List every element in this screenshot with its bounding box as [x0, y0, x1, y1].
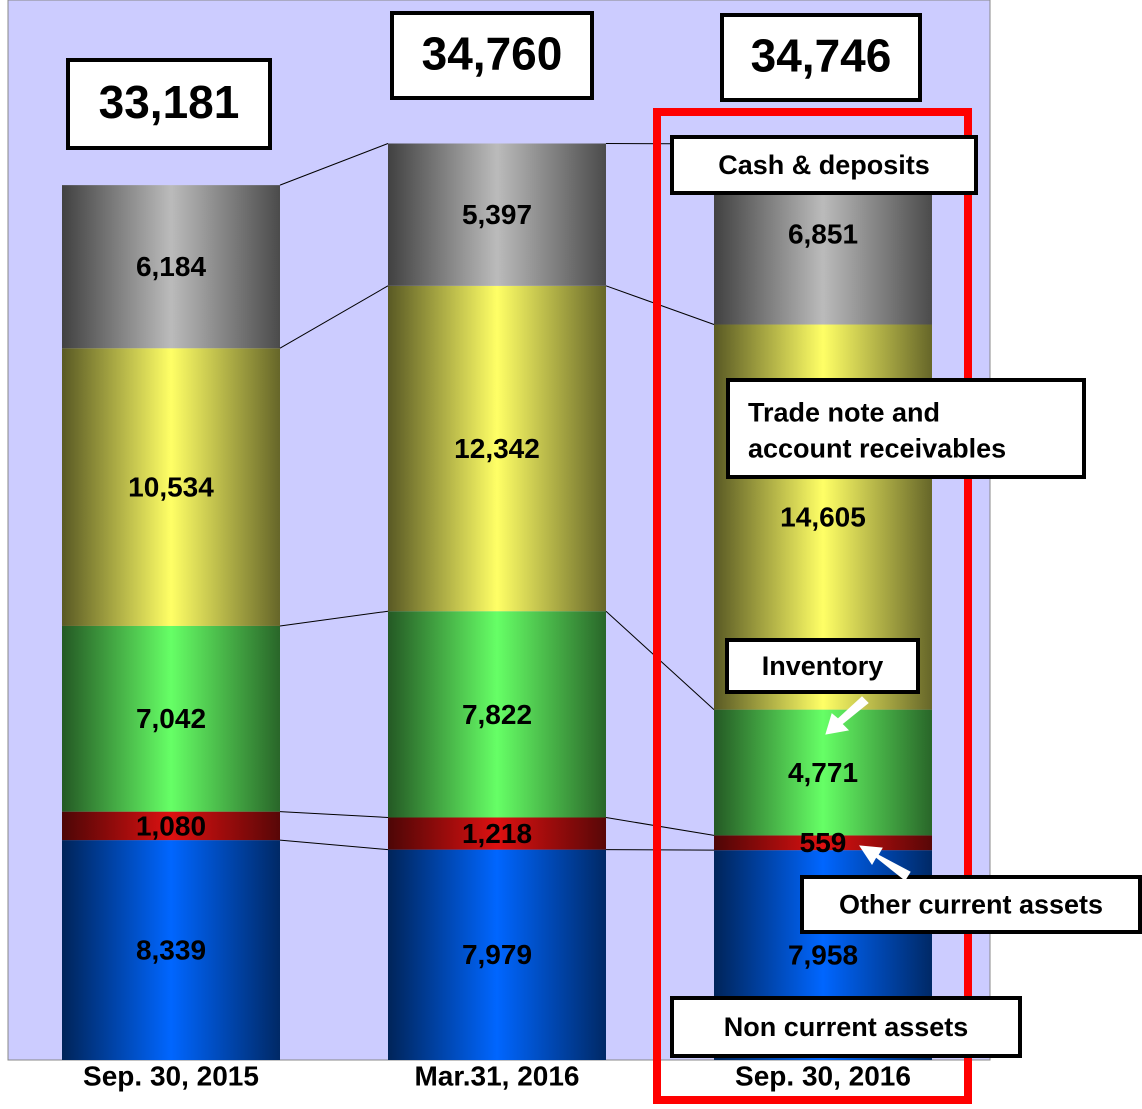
- total-label: 34,746: [751, 30, 892, 82]
- value-label: 14,605: [780, 501, 866, 532]
- value-label: 1,080: [136, 810, 206, 841]
- bar-segment: [714, 835, 932, 851]
- bar-segment: [388, 285, 606, 612]
- x-tick-label: Mar.31, 2016: [414, 1060, 579, 1091]
- legend-label: Non current assets: [724, 1012, 969, 1042]
- total-box: [720, 13, 922, 102]
- connector-line: [279, 143, 389, 186]
- total-label: 33,181: [99, 76, 240, 128]
- bar-segment: [62, 185, 280, 349]
- connector-line: [279, 839, 389, 851]
- bar-segment: [62, 348, 280, 626]
- bar-segment: [388, 143, 606, 286]
- legend-box: [800, 875, 1142, 934]
- highlight-frame: [653, 108, 972, 1104]
- bar-segment: [62, 840, 280, 1060]
- value-label: 1,218: [462, 818, 532, 849]
- bar-segment: [62, 811, 280, 841]
- legend-box: [670, 135, 978, 195]
- legend-label: Trade note and account receivables: [748, 398, 1006, 464]
- value-label: 7,958: [788, 939, 858, 970]
- bar-segment: [388, 817, 606, 850]
- x-tick-label: Sep. 30, 2016: [735, 1060, 911, 1091]
- legend-box: [670, 996, 1022, 1058]
- legend-label: Cash & deposits: [718, 150, 930, 180]
- bar-segment: [388, 849, 606, 1060]
- value-label: 7,822: [462, 699, 532, 730]
- value-label: 559: [800, 827, 847, 858]
- inventory-arrow: [825, 696, 869, 735]
- value-label: 6,184: [136, 251, 206, 282]
- legend-box: [726, 378, 1086, 479]
- value-label: 10,534: [128, 471, 214, 502]
- legend-label: Other current assets: [839, 890, 1103, 920]
- value-label: 6,851: [788, 219, 858, 250]
- connector-line: [279, 811, 389, 818]
- value-label: 8,339: [136, 934, 206, 965]
- x-tick-label: Sep. 30, 2015: [83, 1060, 259, 1091]
- value-label: 4,771: [788, 757, 858, 788]
- value-label: 5,397: [462, 199, 532, 230]
- legend-box: [725, 638, 920, 694]
- total-box: [66, 58, 272, 150]
- other-assets-arrow: [859, 845, 911, 881]
- total-label: 34,760: [422, 28, 563, 80]
- value-label: 7,042: [136, 703, 206, 734]
- connector-line: [279, 610, 389, 627]
- legend-label: Inventory: [762, 651, 884, 681]
- value-label: 7,979: [462, 939, 532, 970]
- total-box: [390, 11, 594, 100]
- bar-segment: [388, 611, 606, 818]
- bar-segment: [62, 625, 280, 812]
- bar-segment: [714, 709, 932, 836]
- value-label: 12,342: [454, 433, 540, 464]
- connector-line: [279, 285, 389, 349]
